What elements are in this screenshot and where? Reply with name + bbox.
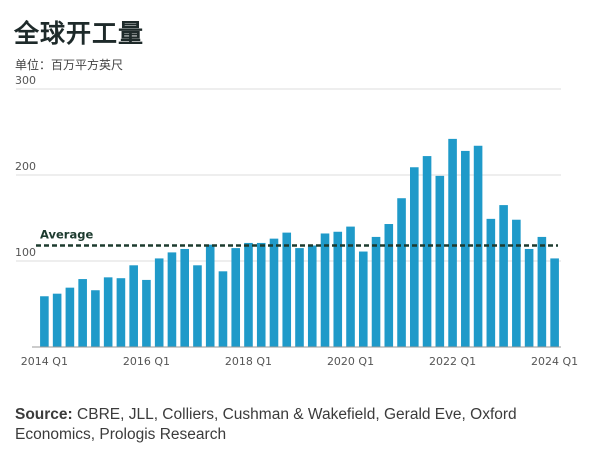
bar [205,244,215,347]
source-text: CBRE, JLL, Colliers, Cushman & Wakefield… [15,406,517,443]
bar [410,167,419,347]
bar [307,245,317,347]
bar [65,287,75,347]
bar [435,175,445,347]
bar [282,232,292,347]
bar [537,236,547,347]
bar [52,293,62,347]
bar-chart: 100 200 300 2014 Q1 2016 Q1 2018 Q1 2020 Q1 202… [15,74,578,368]
bar [358,251,368,347]
bar [333,231,343,347]
bar [91,290,100,347]
bar [295,248,304,347]
bar [512,219,521,347]
bar [244,242,253,347]
bar [116,278,126,347]
source-label: Source: [15,406,73,423]
bar [371,236,381,347]
bar [524,248,534,347]
bar [256,242,266,347]
bar [461,150,470,347]
x-tick-label: 2016 Q1 [123,355,170,368]
bar [103,277,113,347]
bar [397,198,406,347]
bar [78,279,87,347]
x-tick-label: 2020 Q1 [327,355,374,368]
bar [180,248,189,347]
bar [193,265,202,347]
average-label: Average [40,228,93,242]
bar [40,296,49,347]
bar [486,218,496,347]
bar [499,205,508,347]
bar [346,226,355,347]
bar [269,238,279,347]
bar [448,138,457,347]
y-tick-label: 300 [15,74,36,87]
x-tick-label: 2024 Q1 [531,355,578,368]
source-note: Source: CBRE, JLL, Colliers, Cushman & W… [15,405,585,445]
x-tick-label: 2018 Q1 [225,355,272,368]
chart-subtitle: 单位：百万平方英尺 [15,58,124,72]
bar [142,279,151,347]
bar [384,224,394,347]
bar [231,248,241,347]
x-tick-label: 2022 Q1 [429,355,476,368]
bar [129,265,138,347]
bar [320,233,330,347]
x-tick-label: 2014 Q1 [21,355,68,368]
bar [550,258,559,347]
y-tick-label: 200 [15,160,36,173]
bar [422,156,432,347]
bar [218,271,228,347]
bar [167,252,177,347]
chart-title: 全球开工量 [14,19,145,48]
y-tick-label: 100 [15,246,36,259]
bar [154,258,164,347]
